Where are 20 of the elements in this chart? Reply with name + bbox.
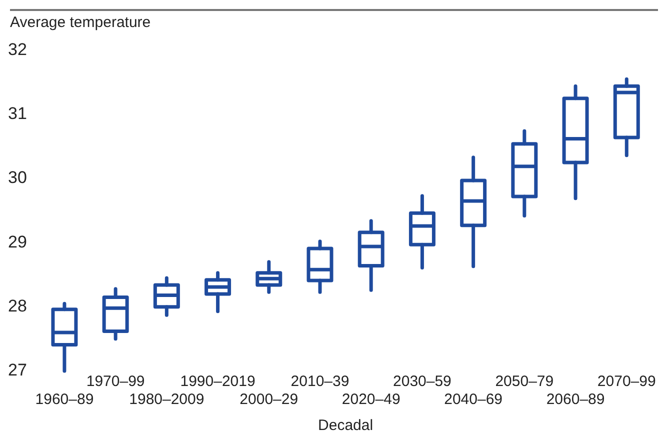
x-tick-label: 2000–29: [240, 391, 298, 408]
x-axis-title: Decadal: [318, 417, 374, 434]
y-tick-label: 29: [8, 232, 27, 252]
y-tick-label: 28: [8, 296, 27, 316]
x-tick-label: 2050–79: [495, 373, 554, 390]
x-tick-label: 1970–99: [86, 373, 145, 390]
x-tick-label: 1980–2009: [129, 391, 204, 408]
x-tick-label: 2020–49: [342, 391, 400, 408]
x-tick-label: 1990–2019: [180, 373, 256, 390]
x-tick-label: 2030–59: [393, 373, 452, 390]
x-tick-label: 2010–39: [290, 373, 350, 390]
y-tick-label: 32: [8, 40, 27, 59]
y-axis-title: Average temperature: [10, 14, 151, 31]
x-tick-label: 2040–69: [444, 391, 503, 408]
y-tick-label: 30: [8, 168, 27, 188]
x-tick-label: 2060–89: [546, 391, 605, 408]
x-tick-label: 2070–99: [597, 373, 656, 390]
y-tick-label: 27: [8, 360, 27, 380]
x-tick-label: 1960–89: [35, 391, 94, 408]
y-tick-label: 31: [8, 104, 27, 124]
